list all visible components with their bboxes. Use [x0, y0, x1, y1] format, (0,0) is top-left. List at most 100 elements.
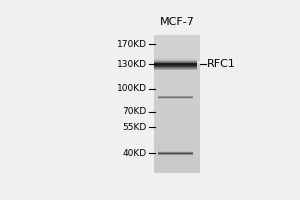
- Bar: [154, 140, 200, 142]
- Bar: [154, 61, 200, 62]
- Bar: [154, 45, 200, 47]
- Bar: [154, 69, 197, 70]
- Text: 100KD: 100KD: [117, 84, 147, 93]
- Bar: [154, 52, 200, 54]
- Bar: [154, 49, 200, 50]
- Bar: [154, 65, 197, 66]
- Bar: [154, 54, 200, 56]
- Bar: [154, 146, 200, 147]
- Bar: [154, 60, 197, 61]
- Bar: [154, 113, 200, 114]
- Text: 40KD: 40KD: [123, 149, 147, 158]
- Bar: [154, 40, 200, 42]
- Bar: [154, 134, 200, 135]
- Bar: [154, 158, 200, 160]
- Bar: [154, 63, 197, 64]
- Bar: [154, 109, 200, 111]
- Bar: [154, 67, 197, 68]
- Bar: [154, 111, 200, 113]
- Bar: [154, 92, 200, 94]
- Bar: [154, 127, 200, 128]
- Bar: [154, 62, 197, 63]
- Bar: [154, 78, 200, 80]
- Bar: [154, 80, 200, 82]
- Bar: [154, 57, 200, 59]
- Bar: [154, 85, 200, 87]
- Bar: [154, 59, 200, 61]
- Bar: [154, 116, 200, 118]
- Bar: [154, 43, 200, 45]
- Bar: [154, 61, 197, 62]
- Bar: [154, 154, 200, 156]
- Bar: [154, 104, 200, 106]
- Bar: [154, 130, 200, 132]
- Bar: [154, 88, 200, 90]
- Bar: [154, 168, 200, 170]
- Bar: [154, 147, 200, 149]
- Bar: [154, 99, 200, 101]
- Bar: [154, 144, 200, 146]
- Bar: [154, 68, 197, 69]
- Bar: [154, 102, 200, 104]
- Bar: [154, 170, 200, 172]
- Bar: [154, 37, 200, 38]
- Bar: [154, 42, 200, 43]
- Bar: [154, 135, 200, 137]
- Bar: [154, 128, 200, 130]
- Bar: [154, 151, 200, 153]
- Bar: [154, 50, 200, 52]
- Bar: [154, 172, 200, 173]
- Bar: [154, 38, 200, 40]
- Bar: [154, 69, 200, 71]
- Bar: [154, 66, 197, 67]
- Bar: [154, 125, 200, 127]
- Bar: [154, 97, 200, 99]
- Bar: [154, 76, 200, 78]
- Text: 170KD: 170KD: [117, 40, 147, 49]
- Text: 55KD: 55KD: [122, 123, 147, 132]
- Bar: [154, 118, 200, 120]
- Bar: [154, 142, 200, 144]
- Text: 70KD: 70KD: [122, 107, 147, 116]
- Bar: [154, 120, 200, 121]
- Bar: [154, 59, 197, 60]
- Bar: [154, 47, 200, 49]
- Bar: [154, 73, 200, 75]
- Bar: [154, 64, 200, 66]
- Bar: [154, 161, 200, 163]
- Bar: [154, 66, 200, 68]
- Bar: [154, 153, 200, 154]
- Bar: [154, 123, 200, 125]
- Text: 130KD: 130KD: [117, 60, 147, 69]
- Bar: [154, 165, 200, 166]
- Bar: [154, 64, 197, 65]
- Text: MCF-7: MCF-7: [160, 17, 194, 27]
- Bar: [154, 160, 200, 161]
- Bar: [154, 114, 200, 116]
- Bar: [154, 82, 200, 83]
- Bar: [154, 156, 200, 158]
- Bar: [154, 83, 200, 85]
- Bar: [154, 56, 200, 57]
- Bar: [154, 121, 200, 123]
- Bar: [154, 62, 200, 64]
- Bar: [154, 149, 200, 151]
- Bar: [154, 132, 200, 134]
- Bar: [154, 163, 200, 165]
- Bar: [154, 108, 200, 109]
- Bar: [154, 106, 200, 108]
- Bar: [154, 71, 200, 73]
- Bar: [154, 90, 200, 92]
- Bar: [154, 35, 200, 37]
- Bar: [154, 68, 200, 69]
- Bar: [154, 58, 197, 59]
- Bar: [154, 137, 200, 139]
- Bar: [154, 101, 200, 102]
- Bar: [154, 166, 200, 168]
- Bar: [154, 95, 200, 97]
- Bar: [154, 139, 200, 140]
- Text: RFC1: RFC1: [207, 59, 236, 69]
- Bar: [154, 75, 200, 76]
- Bar: [154, 94, 200, 95]
- Bar: [154, 87, 200, 88]
